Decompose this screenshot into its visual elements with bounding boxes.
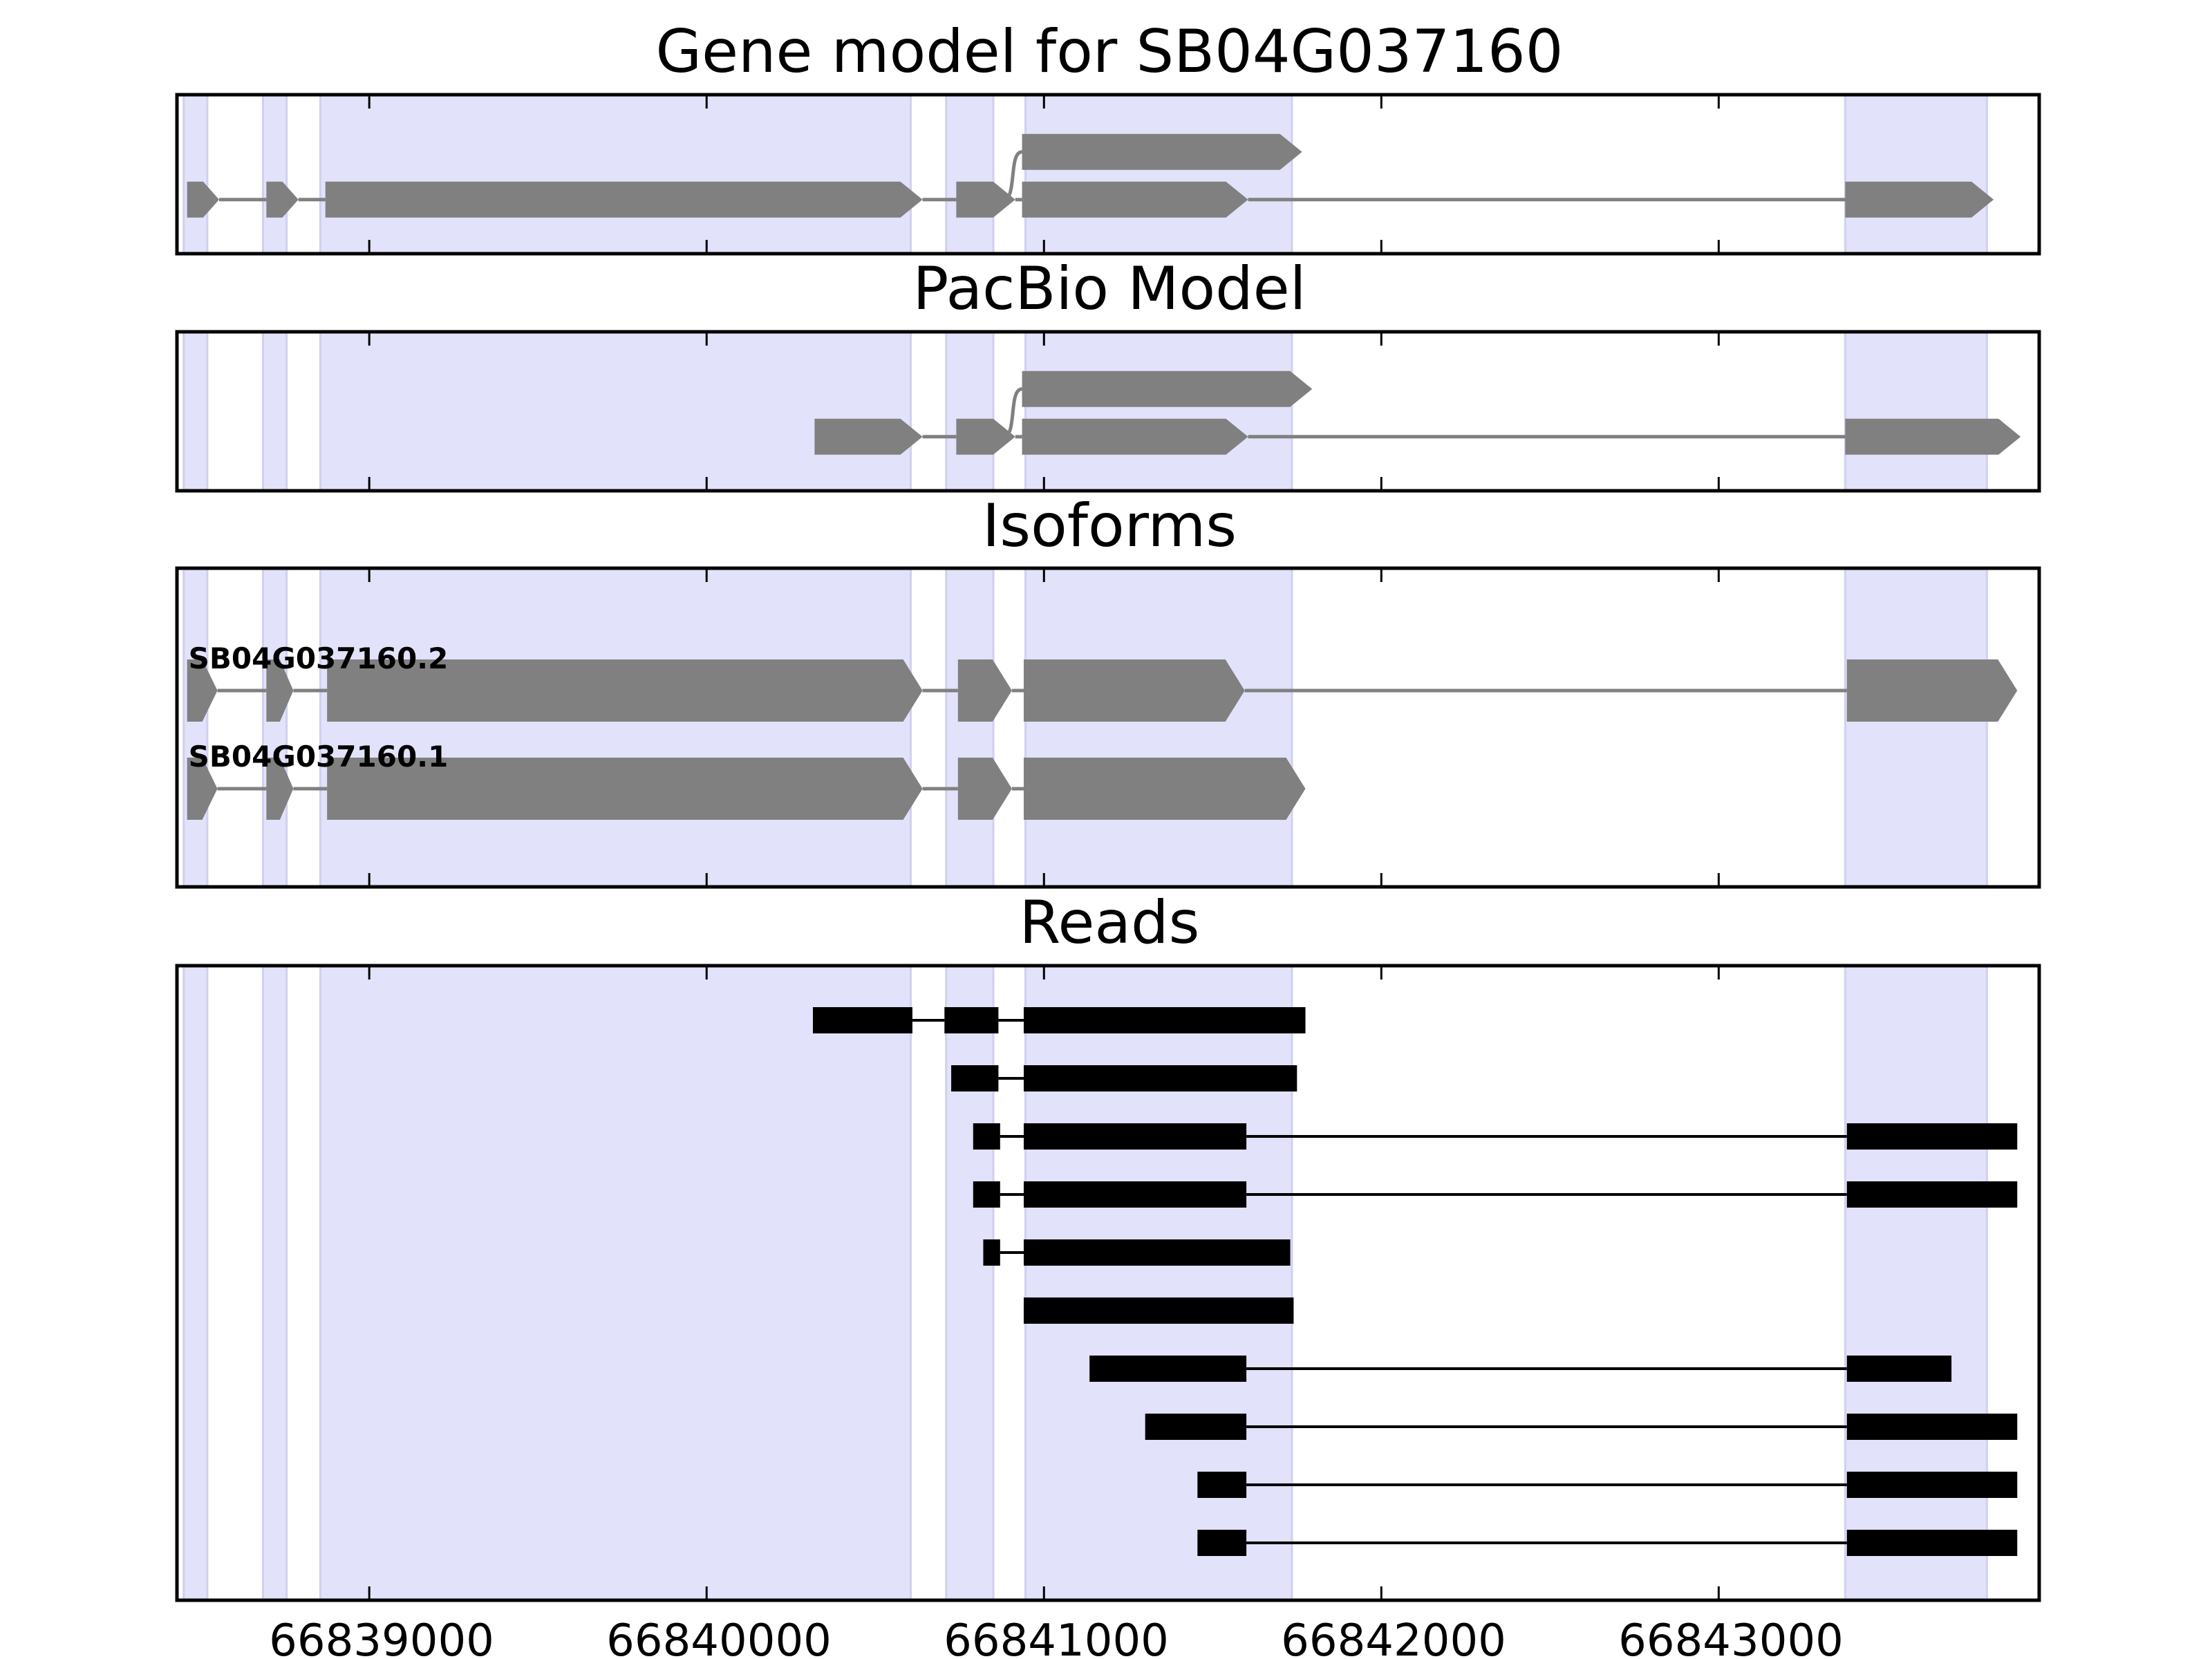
exon-arrow (1022, 418, 1248, 455)
highlight-region (182, 93, 209, 255)
exon-arrow (1022, 181, 1248, 218)
read-block (944, 1007, 999, 1033)
panel-frame (175, 964, 2041, 1602)
exon-arrow (327, 758, 923, 820)
read-block (1846, 1181, 2018, 1208)
read-block (973, 1181, 1000, 1208)
gene-model-panel (175, 93, 2041, 256)
isoforms-title: Isoforms (982, 491, 1237, 561)
alt-splice-connector (1002, 387, 1023, 439)
exon-arrow (1023, 659, 1245, 722)
read-block (1023, 1007, 1306, 1033)
highlight-region (945, 964, 995, 1602)
read-block (1846, 1123, 2018, 1150)
highlight-region (1024, 93, 1293, 255)
read-block (1089, 1356, 1247, 1382)
highlight-region (319, 93, 912, 255)
exon-arrow (814, 418, 923, 455)
reads-panel (175, 964, 2041, 1602)
exon-arrow (957, 659, 1012, 722)
read-block (1846, 1356, 1952, 1382)
highlight-region (945, 93, 995, 255)
exon-arrow (327, 659, 923, 722)
reads-title: Reads (1020, 888, 1200, 957)
highlight-region (261, 330, 288, 492)
x-tick-label: 66843000 (1618, 1615, 1844, 1659)
highlight-region (261, 964, 288, 1602)
isoforms-panel: SB04G037160.2 SB04G037160.1 (175, 566, 2041, 889)
exon-arrow (1846, 659, 2018, 722)
highlight-region (261, 567, 288, 888)
x-tick-label: 66841000 (944, 1615, 1169, 1659)
read-block (1023, 1065, 1297, 1091)
read-block (812, 1007, 912, 1033)
read-block (973, 1123, 1000, 1150)
highlight-region (1024, 964, 1293, 1602)
exon-arrow (1022, 371, 1313, 407)
exon-arrow (1023, 758, 1306, 820)
highlight-region (182, 567, 209, 888)
highlight-region (945, 567, 995, 888)
exon-arrow (956, 181, 1015, 218)
read-block (1023, 1181, 1247, 1208)
exon-arrow (325, 181, 923, 218)
exon-arrow (187, 758, 218, 820)
read-block (1846, 1472, 2018, 1498)
isoform-label: SB04G037160.2 (189, 641, 449, 675)
highlight-region (1844, 330, 1988, 492)
read-block (1197, 1472, 1247, 1498)
highlight-region (261, 93, 288, 255)
exon-arrow (1022, 133, 1302, 170)
highlight-region (945, 330, 995, 492)
read-block (1846, 1414, 2018, 1440)
pacbio-model-title: PacBio Model (912, 254, 1306, 324)
highlight-region (319, 330, 912, 492)
x-tick-label: 66840000 (606, 1615, 832, 1659)
read-block (1023, 1123, 1247, 1150)
highlight-region (1024, 567, 1293, 888)
exon-arrow (957, 758, 1012, 820)
highlight-region (319, 567, 912, 888)
exon-arrow (1845, 181, 1994, 218)
exon-arrow (187, 181, 220, 218)
exon-arrow (1845, 418, 2021, 455)
panel-frame (175, 330, 2041, 493)
highlight-region (182, 964, 209, 1602)
x-axis-tick-labels: 66839000 66840000 66841000 66842000 6684… (269, 1615, 1844, 1659)
exon-arrow (266, 758, 294, 820)
exon-arrow (266, 659, 294, 722)
highlight-region (1844, 964, 1988, 1602)
gene-model-title: Gene model for SB04G037160 (656, 17, 1564, 86)
read-block (1023, 1239, 1291, 1266)
highlight-region (319, 964, 912, 1602)
panel-frame (175, 93, 2041, 256)
x-tick-label: 66842000 (1281, 1615, 1506, 1659)
panel-frame (175, 566, 2041, 889)
highlight-region (182, 330, 209, 492)
highlight-region (1024, 330, 1293, 492)
read-block (951, 1065, 999, 1091)
exon-arrow (187, 659, 218, 722)
isoform-label: SB04G037160.1 (189, 740, 449, 774)
highlight-region (1844, 567, 1988, 888)
read-block (983, 1239, 1000, 1266)
highlight-region (1844, 93, 1988, 255)
read-block (1023, 1297, 1294, 1324)
exon-arrow (266, 181, 299, 218)
pacbio-model-panel (175, 330, 2041, 493)
x-tick-label: 66839000 (269, 1615, 494, 1659)
exon-arrow (956, 418, 1015, 455)
read-block (1145, 1414, 1247, 1440)
alt-splice-connector (1002, 150, 1023, 202)
read-block (1846, 1530, 2018, 1556)
read-block (1197, 1530, 1247, 1556)
